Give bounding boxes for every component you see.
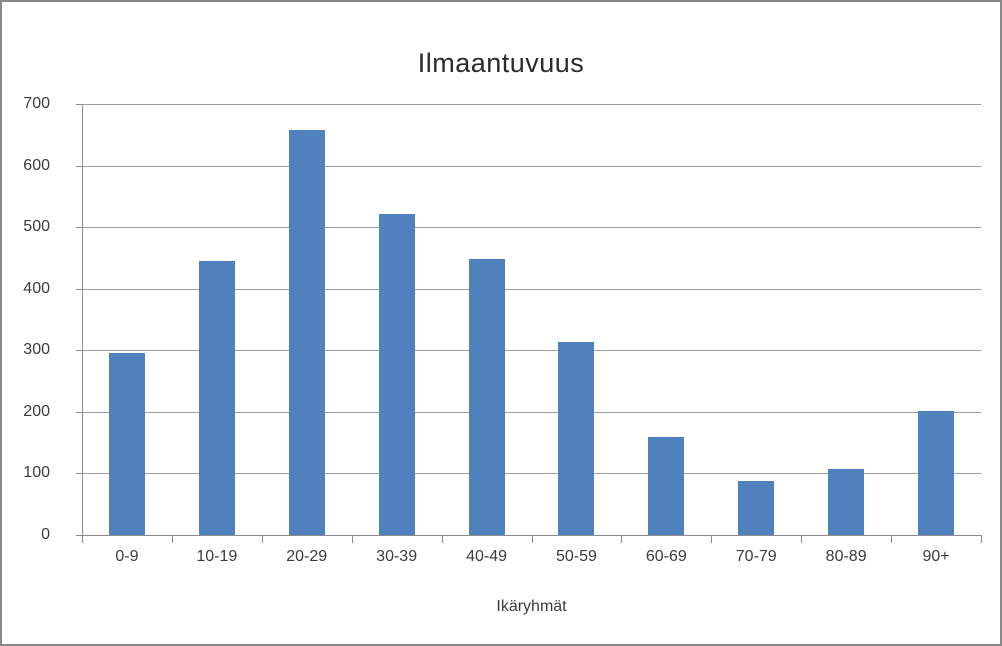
- x-tick-label-60-69: 60-69: [645, 548, 687, 565]
- x-tick-label-90+: 90+: [922, 548, 950, 565]
- x-tick-label-80-89: 80-89: [825, 548, 867, 565]
- x-tick-label-70-79: 70-79: [735, 548, 777, 565]
- x-axis-tick: [82, 535, 83, 543]
- bar-10-19: [198, 261, 235, 535]
- y-tick-label: 500: [23, 218, 50, 236]
- y-tick-label: 100: [23, 464, 50, 482]
- bar-30-39: [378, 213, 415, 535]
- bar-60-69: [648, 436, 685, 535]
- x-tick-label-20-29: 20-29: [286, 548, 328, 565]
- y-axis-tick: [76, 411, 82, 413]
- x-axis-tick: [351, 535, 353, 543]
- x-axis-tick: [261, 535, 263, 543]
- y-axis-tick: [76, 473, 82, 475]
- x-axis-tick: [891, 535, 893, 543]
- y-tick-label: 200: [23, 402, 50, 420]
- x-axis-tick: [171, 535, 173, 543]
- gridline: [82, 104, 981, 105]
- x-axis-title: Ikäryhmät: [496, 598, 567, 615]
- y-tick-label: 600: [23, 156, 50, 174]
- bar-0-9: [108, 353, 145, 535]
- bar-40-49: [468, 258, 505, 535]
- y-axis-tick: [76, 165, 82, 167]
- x-tick-label-10-19: 10-19: [196, 548, 238, 565]
- bar-20-29: [288, 129, 325, 535]
- x-axis-tick: [711, 535, 713, 543]
- bar-50-59: [558, 342, 595, 535]
- x-axis-line: [76, 535, 981, 536]
- bar-90+: [918, 410, 955, 535]
- y-tick-label: 300: [23, 341, 50, 359]
- x-axis-tick: [981, 535, 982, 543]
- y-axis-tick: [76, 227, 82, 229]
- x-tick-label-40-49: 40-49: [466, 548, 507, 565]
- y-tick-label: 400: [23, 279, 50, 297]
- x-tick-label-30-39: 30-39: [376, 548, 418, 565]
- y-axis-line: [82, 104, 83, 543]
- gridline: [82, 350, 981, 352]
- x-axis-tick: [441, 535, 443, 543]
- y-tick-label: 0: [41, 526, 50, 543]
- x-tick-label-0-9: 0-9: [115, 548, 139, 565]
- chart-title: Ilmaantuvuus: [417, 48, 585, 78]
- gridline: [82, 288, 981, 290]
- bar-70-79: [738, 480, 775, 535]
- x-axis-tick: [531, 535, 533, 543]
- gridline: [82, 227, 981, 229]
- bar-80-89: [828, 468, 865, 535]
- y-axis-tick: [76, 104, 82, 105]
- y-axis-tick: [76, 288, 82, 290]
- gridline: [82, 473, 981, 475]
- y-axis-tick: [76, 350, 82, 352]
- gridline: [82, 165, 981, 167]
- plot-area: [82, 104, 981, 535]
- y-axis-tick: [76, 535, 82, 536]
- gridline: [82, 411, 981, 413]
- x-tick-label-50-59: 50-59: [555, 548, 597, 565]
- y-tick-label: 700: [23, 95, 50, 112]
- x-axis-tick: [621, 535, 623, 543]
- x-axis-tick: [801, 535, 803, 543]
